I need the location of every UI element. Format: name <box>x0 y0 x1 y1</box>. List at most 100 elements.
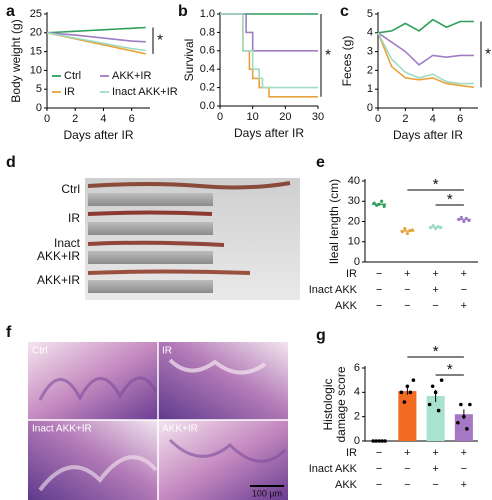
treatment-sign: − <box>376 268 382 280</box>
significance-star: * <box>325 46 331 63</box>
significance-star: * <box>447 361 453 378</box>
treatment-sign: + <box>432 447 438 459</box>
treatment-sign: − <box>376 284 382 296</box>
treatment-sign: + <box>461 300 467 312</box>
panel-label: b <box>178 3 188 20</box>
row-label: AKK+IR <box>37 249 80 263</box>
tile-label: AKK+IR <box>162 424 198 435</box>
data-point <box>374 439 378 443</box>
data-point <box>459 402 463 407</box>
treatment-sign: + <box>432 268 438 280</box>
x-tick-label: 4 <box>430 113 436 125</box>
data-point <box>408 390 413 395</box>
y-tick-label: 1 <box>367 83 373 95</box>
y-tick-label: 10 <box>30 64 42 76</box>
series-line <box>220 13 318 89</box>
y-tick-label: 0.8 <box>200 26 215 38</box>
treatment-sign: − <box>376 300 382 312</box>
y-axis-label: Ileal length (cm) <box>327 179 341 264</box>
series-line <box>46 32 146 52</box>
y-tick-label: 0 <box>36 102 42 114</box>
y-tick-label: 6 <box>354 362 360 374</box>
data-point <box>465 427 469 431</box>
x-tick-label: 2 <box>402 113 408 125</box>
x-tick-label: 0 <box>44 113 50 125</box>
y-tick-label: 30 <box>348 195 360 207</box>
treatment-name: Inact AKK <box>309 284 358 296</box>
histology-images <box>28 342 288 500</box>
treatment-sign: − <box>376 447 382 459</box>
treatment-sign: + <box>432 463 438 475</box>
data-point <box>462 219 466 224</box>
legend-label: Ctrl <box>64 70 81 82</box>
significance-star: * <box>447 191 453 208</box>
y-tick-label: 3 <box>367 46 373 58</box>
tile-label: Ctrl <box>32 346 48 357</box>
y-axis-label: Survival <box>182 39 196 82</box>
series-line <box>377 32 474 85</box>
treatment-sign: − <box>404 479 410 491</box>
treatment-name: AKK <box>335 300 358 312</box>
significance-star: * <box>433 176 439 193</box>
significance-star: * <box>485 45 491 62</box>
x-tick-label: 6 <box>457 113 463 125</box>
data-point <box>371 439 375 443</box>
data-point <box>462 414 466 419</box>
x-tick-label: 6 <box>129 113 135 125</box>
x-tick-label: 20 <box>279 111 291 123</box>
legend-label: IR <box>64 86 75 98</box>
y-tick-label: 4 <box>367 27 373 39</box>
data-point <box>383 439 387 443</box>
x-tick-label: 30 <box>312 111 324 123</box>
y-tick-label: 1.0 <box>200 8 215 20</box>
y-tick-label: 0 <box>367 102 373 114</box>
y-tick-label: 10 <box>348 236 360 248</box>
treatment-sign: − <box>404 300 410 312</box>
y-tick-label: 0.4 <box>200 63 215 75</box>
significance-star: * <box>433 343 439 360</box>
data-point <box>405 384 410 389</box>
y-tick-label: 5 <box>367 8 373 20</box>
treatment-name: Inact AKK <box>309 463 358 475</box>
bar <box>454 414 473 441</box>
y-tick-label: 0 <box>354 256 360 268</box>
tile-label: IR <box>162 346 172 357</box>
y-tick-label: 0 <box>354 435 360 447</box>
data-point <box>468 402 472 407</box>
x-tick-label: 10 <box>247 111 259 123</box>
y-tick-label: 2 <box>354 411 360 423</box>
series-line <box>220 13 318 98</box>
intestine-photo <box>85 178 300 300</box>
data-point <box>399 390 404 395</box>
treatment-name: AKK <box>335 479 358 491</box>
series-line <box>220 13 318 52</box>
data-point <box>405 232 409 236</box>
series-line <box>46 26 146 34</box>
data-point <box>456 420 460 425</box>
y-axis-label: Histologic <box>321 378 335 430</box>
data-point <box>436 408 441 413</box>
panel-label: f <box>6 324 12 341</box>
treatment-sign: − <box>432 300 438 312</box>
series-line <box>46 32 146 43</box>
treatment-name: IR <box>346 268 357 280</box>
data-point <box>380 199 384 203</box>
data-point <box>427 402 432 407</box>
data-point <box>433 390 438 395</box>
series-line <box>377 32 475 89</box>
row-label: AKK+IR <box>37 273 80 287</box>
x-tick-label: 0 <box>217 111 223 123</box>
tile-label: Inact AKK+IR <box>32 424 92 435</box>
data-point <box>382 204 386 208</box>
panel-label: a <box>6 3 15 20</box>
y-tick-label: 0.2 <box>200 82 215 94</box>
y-axis-label: Body weight (g) <box>9 19 23 102</box>
y-tick-label: 4 <box>354 386 360 398</box>
treatment-sign: − <box>376 463 382 475</box>
legend-label: AKK+IR <box>112 70 151 82</box>
data-point <box>430 384 435 389</box>
row-label: Inact <box>54 236 81 250</box>
x-axis-label: Days after IR <box>234 126 304 140</box>
